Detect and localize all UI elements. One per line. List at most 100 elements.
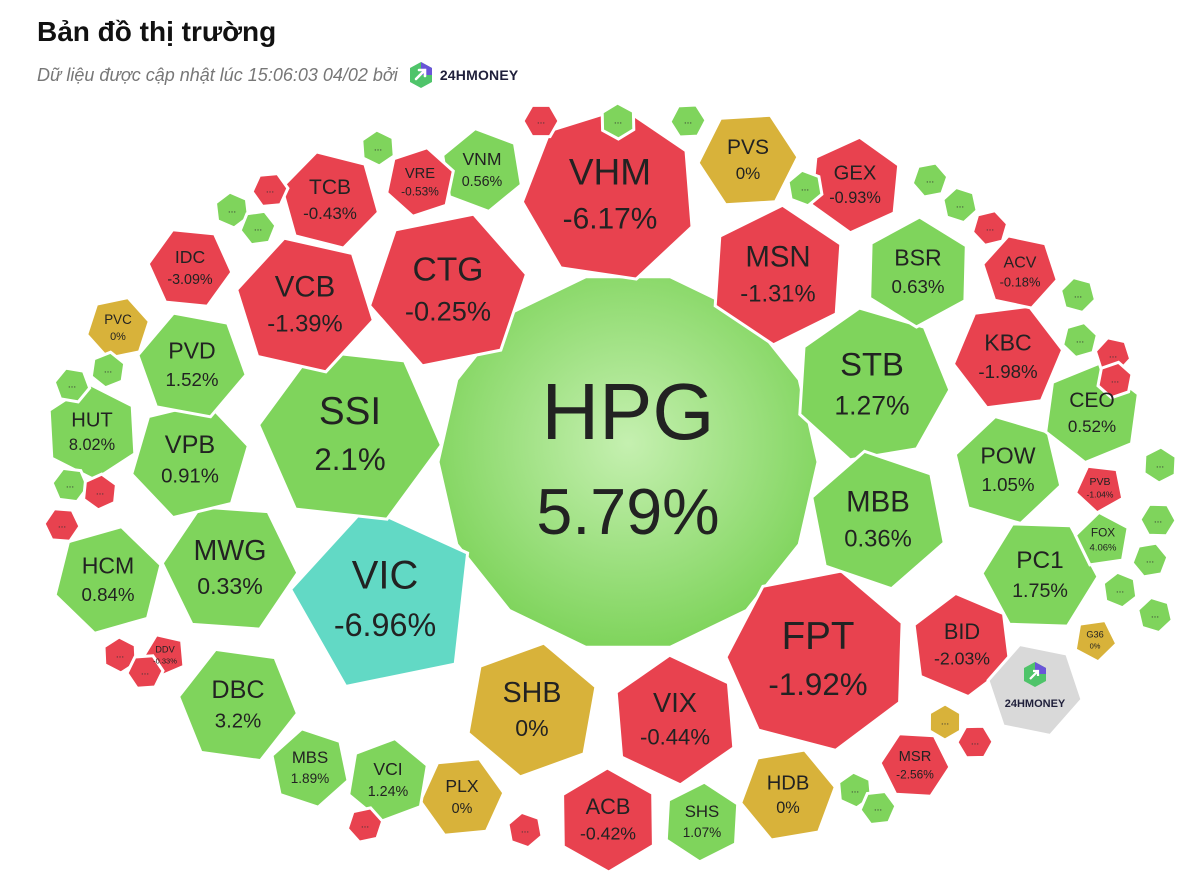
small-cell-label: ... (1111, 375, 1119, 386)
change-label: -0.33% (153, 656, 177, 665)
change-label: -6.96% (334, 607, 436, 643)
small-cell-label: ... (537, 116, 545, 127)
cell-small[interactable] (52, 366, 92, 404)
cell-small[interactable] (521, 103, 561, 139)
ticker-label: MBS (292, 748, 328, 767)
cell-hdb[interactable] (738, 748, 838, 842)
cell-fox[interactable] (1073, 510, 1130, 567)
cell-small[interactable] (1101, 570, 1139, 610)
cell-small[interactable] (668, 103, 708, 139)
cell-small[interactable] (213, 190, 251, 230)
small-cell-label: ... (1154, 515, 1162, 526)
cell-vhm[interactable] (520, 106, 694, 281)
cell-small[interactable] (1061, 320, 1099, 360)
cell-small[interactable] (238, 209, 278, 247)
update-text: Dữ liệu được cập nhật lúc 15:06:03 04/02… (37, 64, 398, 85)
ticker-label: POW (980, 442, 1035, 468)
cell-acb[interactable] (561, 766, 655, 874)
cell-ctg[interactable] (367, 212, 529, 368)
ticker-label: PVC (104, 312, 132, 327)
ticker-label: DDV (155, 644, 175, 654)
cell-g36[interactable] (1073, 618, 1119, 664)
cell-gex[interactable] (809, 135, 901, 235)
change-label: -1.31% (740, 281, 815, 308)
cell-small[interactable] (955, 724, 995, 760)
ticker-label: MWG (193, 535, 266, 567)
cell-small[interactable] (1138, 502, 1178, 538)
cell-small[interactable] (50, 466, 90, 504)
change-label: 0.36% (844, 526, 911, 553)
cell-mwg[interactable] (160, 505, 300, 631)
cell-msr[interactable] (878, 732, 952, 798)
small-cell-label: ... (971, 737, 979, 748)
cell-pvc[interactable] (85, 295, 151, 361)
cell-mbs[interactable] (270, 727, 350, 809)
cell-small[interactable] (837, 770, 873, 810)
cell-small[interactable] (1058, 275, 1098, 315)
cell-small[interactable] (600, 101, 636, 141)
cell-small[interactable] (1142, 445, 1178, 485)
cell-msn[interactable] (713, 203, 843, 347)
cell-small[interactable] (89, 350, 127, 390)
cell-ssi[interactable] (256, 349, 444, 521)
ticker-label: VIX (653, 687, 697, 718)
cell-small[interactable] (970, 209, 1010, 247)
small-cell-label: ... (1151, 610, 1159, 621)
change-label: 1.52% (166, 369, 219, 390)
cell-hcm[interactable] (53, 525, 163, 635)
cell-vnm[interactable] (441, 126, 523, 214)
cell-bsr[interactable] (868, 215, 968, 329)
brand-logo[interactable]: 24HMONEY (406, 60, 519, 90)
cell-vpb[interactable] (130, 400, 250, 520)
cell-vic[interactable] (288, 505, 470, 689)
change-label: -3.09% (167, 272, 213, 288)
cell-small[interactable] (910, 161, 950, 199)
cell-mbb[interactable] (810, 449, 946, 591)
cell-pvd[interactable] (136, 311, 248, 419)
small-cell-label: ... (986, 223, 994, 234)
cell-shs[interactable] (664, 780, 740, 864)
cell-small[interactable] (941, 185, 979, 225)
cell-small[interactable] (250, 172, 290, 208)
ticker-label: CEO (1069, 389, 1115, 412)
cell-small[interactable] (1136, 595, 1174, 635)
small-cell-label: ... (254, 223, 262, 234)
page-title: Bản đồ thị trường (37, 16, 277, 47)
change-label: -0.43% (303, 204, 357, 223)
cell-fpt[interactable] (724, 569, 904, 752)
cell-dbc[interactable] (176, 647, 300, 763)
cell-tcb[interactable] (279, 150, 381, 250)
cell-small[interactable] (82, 472, 118, 512)
cell-idc[interactable] (146, 228, 234, 308)
small-cell-label: ... (851, 785, 859, 796)
cell-vcb[interactable] (235, 236, 375, 374)
cell-small[interactable] (360, 128, 396, 168)
cell-small[interactable] (1130, 541, 1170, 579)
cell-stb[interactable] (798, 306, 952, 462)
cell-small[interactable] (345, 806, 385, 844)
ticker-label: G36 (1086, 629, 1103, 639)
cell-acv[interactable] (981, 234, 1059, 310)
cell-small[interactable] (927, 702, 963, 742)
cell-small[interactable] (42, 507, 82, 543)
cell-vix[interactable] (614, 653, 736, 787)
ticker-label: SSI (319, 390, 381, 433)
cell-pc1[interactable] (980, 522, 1100, 628)
cell-vre[interactable] (385, 146, 455, 218)
small-cell-label: ... (1146, 555, 1154, 566)
cell-pvb[interactable] (1073, 464, 1125, 515)
cell-bid[interactable] (912, 591, 1012, 699)
cell-small[interactable] (786, 168, 824, 208)
cell-small[interactable] (506, 810, 544, 850)
cell-pvs[interactable] (696, 113, 800, 207)
cell-small[interactable] (858, 789, 898, 827)
cell-plx[interactable] (418, 757, 506, 837)
change-label: 0.56% (462, 174, 503, 190)
cell-kbc[interactable] (951, 304, 1065, 410)
cell-small[interactable] (1096, 360, 1134, 400)
ticker-label: IDC (175, 247, 206, 267)
cell-small[interactable] (125, 654, 165, 690)
cell-shb[interactable] (466, 641, 598, 779)
small-cell-label: ... (521, 825, 529, 836)
